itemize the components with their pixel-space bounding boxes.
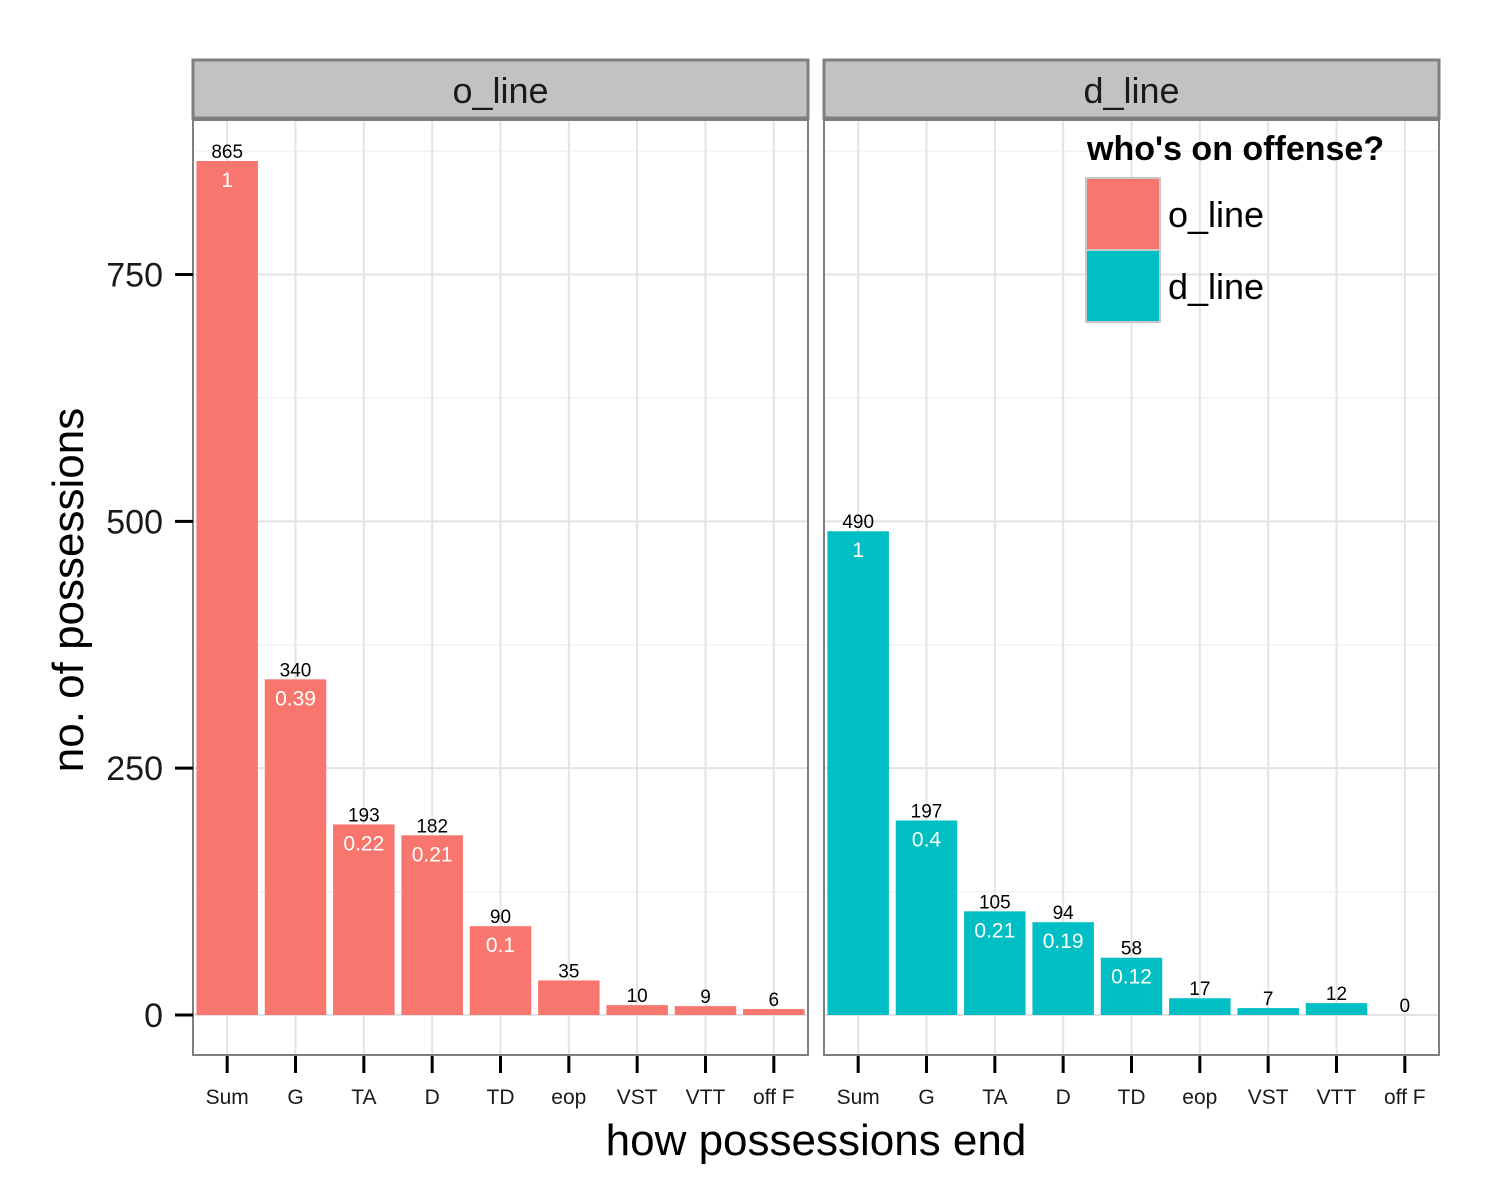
bar-d_line-D — [1032, 922, 1094, 1015]
count-label: 865 — [211, 142, 243, 163]
proportion-label: 0.19 — [1043, 930, 1084, 953]
x-tick-label: G — [287, 1086, 303, 1109]
x-tick-label: off F — [753, 1086, 795, 1109]
count-label: 193 — [348, 805, 380, 826]
count-label: 17 — [1189, 979, 1210, 1000]
proportion-label: 0.1 — [486, 934, 515, 957]
y-axis: 0 250 500 750 — [106, 257, 193, 1035]
x-axis-title: how possessions end — [606, 1116, 1027, 1165]
bar-o_line-TA — [333, 824, 395, 1015]
count-label: 9 — [700, 987, 711, 1008]
bar-d_line-eop — [1169, 998, 1231, 1015]
proportion-label: 0.21 — [412, 843, 453, 866]
x-tick-label: VST — [617, 1086, 658, 1109]
bar-d_line-Sum — [827, 531, 889, 1015]
bar-d_line-VTT — [1305, 1003, 1368, 1015]
facet-strip — [822, 58, 1441, 120]
proportion-label: 0.39 — [275, 687, 316, 710]
x-tick-label: D — [1056, 1086, 1071, 1109]
count-label: 94 — [1053, 903, 1075, 924]
count-label: 7 — [1263, 989, 1274, 1010]
legend-label-d_line: d_line — [1168, 266, 1264, 307]
count-label: 197 — [911, 802, 943, 823]
bar-d_line-TD — [1100, 957, 1163, 1015]
bar-d_line-TA — [964, 911, 1026, 1015]
y-tick-label: 0 — [144, 997, 163, 1035]
x-tick-label: G — [918, 1086, 934, 1109]
facet-strip — [191, 58, 810, 120]
count-label: 58 — [1121, 939, 1142, 960]
x-tick-label: D — [425, 1086, 440, 1109]
x-tick-label: VTT — [686, 1086, 726, 1109]
legend-label-o_line: o_line — [1168, 194, 1264, 235]
y-tick-label: 750 — [106, 257, 163, 295]
x-tick-label: VTT — [1317, 1086, 1357, 1109]
proportion-label: 0.12 — [1111, 966, 1152, 989]
bar-o_line-Sum — [196, 161, 258, 1015]
bar-o_line-off F — [743, 1009, 805, 1015]
x-tick-label: VST — [1248, 1086, 1289, 1109]
x-tick-label: TD — [487, 1086, 515, 1109]
count-label: 90 — [490, 907, 511, 928]
facet-strip-label: d_line — [1083, 70, 1179, 111]
count-label: 490 — [842, 512, 874, 533]
legend-key-d_line — [1085, 249, 1161, 323]
x-tick-label: eop — [1182, 1086, 1217, 1109]
bar-d_line-G — [895, 820, 958, 1015]
bar-o_line-VST — [606, 1005, 668, 1015]
x-tick-label: eop — [551, 1086, 586, 1109]
facet-strip-label: o_line — [452, 70, 548, 111]
x-tick-label: Sum — [837, 1086, 880, 1109]
panel-o_line: 865 1 Sum 340 0.39 G 193 0.22 TA 182 0.21 D 90 0.1 TD 3… — [191, 58, 810, 1109]
x-tick-label: TA — [351, 1086, 376, 1109]
count-label: 105 — [979, 892, 1011, 913]
bar-o_line-D — [401, 835, 463, 1015]
bar-o_line-TD — [469, 926, 532, 1015]
bar-o_line-eop — [538, 980, 600, 1015]
proportion-label: 0.22 — [343, 832, 384, 855]
count-label: 182 — [416, 816, 448, 837]
count-label: 10 — [627, 986, 648, 1007]
x-tick-label: off F — [1384, 1086, 1426, 1109]
x-tick-label: TA — [982, 1086, 1007, 1109]
x-tick-label: Sum — [206, 1086, 249, 1109]
x-tick-label: TD — [1118, 1086, 1146, 1109]
legend-title: who's on offense? — [1086, 130, 1384, 168]
count-label: 6 — [769, 990, 780, 1011]
y-axis-title: no. of possessions — [44, 408, 93, 772]
bar-o_line-G — [264, 679, 327, 1015]
count-label: 0 — [1400, 996, 1411, 1017]
count-label: 12 — [1326, 984, 1347, 1005]
y-tick-label: 500 — [106, 503, 163, 541]
proportion-label: 0.4 — [912, 829, 942, 852]
count-label: 35 — [558, 961, 579, 982]
bar-d_line-VST — [1237, 1008, 1299, 1015]
proportion-label: 1 — [221, 169, 233, 192]
legend: who's on offense? o_line d_line — [1085, 130, 1384, 323]
bar-o_line-VTT — [674, 1006, 737, 1015]
proportion-label: 0.21 — [974, 919, 1015, 942]
panel-border — [192, 119, 809, 1056]
panel-border — [823, 119, 1440, 1056]
y-tick-label: 250 — [106, 750, 163, 788]
legend-key-o_line — [1085, 177, 1161, 251]
count-label: 340 — [280, 660, 312, 681]
proportion-label: 1 — [852, 539, 864, 562]
